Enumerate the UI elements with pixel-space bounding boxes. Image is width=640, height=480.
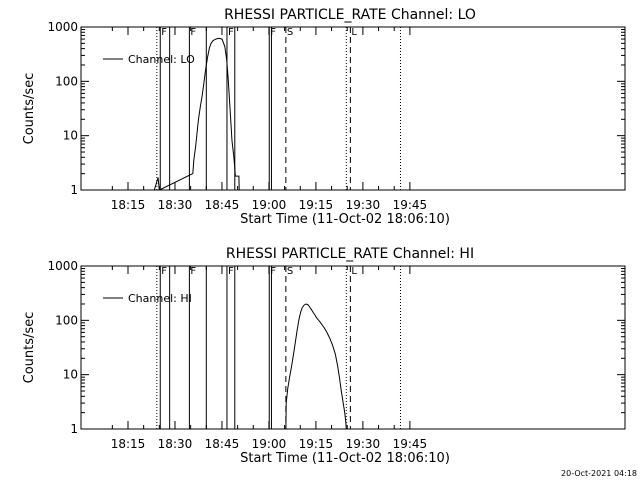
x-tick-label: 18:30 [158, 437, 193, 451]
x-tick-label: 19:30 [346, 198, 381, 212]
y-tick-label: 1 [70, 183, 78, 197]
legend-label: Channel: LO [128, 53, 195, 66]
y-tick-label: 100 [55, 74, 78, 88]
x-tick-label: 19:45 [393, 198, 428, 212]
chart-panel-hi: RHESSI PARTICLE_RATE Channel: HI 1 10 100 10… [22, 246, 626, 466]
legend-label: Channel: HI [128, 292, 192, 305]
x-tick-label: 19:30 [346, 437, 381, 451]
series-line [153, 37, 240, 191]
y-axis-label: Counts/sec [22, 312, 37, 384]
plot-frame [80, 26, 626, 191]
y-tick-label: 1000 [47, 259, 78, 273]
x-tick-label: 18:15 [111, 437, 146, 451]
event-line-label: F [270, 27, 276, 38]
x-axis-label: Start Time (11-Oct-02 18:06:10) [240, 212, 450, 227]
x-tick-label: 18:30 [158, 198, 193, 212]
event-line-label: L [351, 27, 357, 38]
event-line-label: F [161, 266, 167, 277]
y-tick-label: 1000 [47, 20, 78, 34]
event-line-label: S [287, 266, 293, 277]
x-tick-label: 19:00 [252, 198, 287, 212]
x-tick-label: 19:15 [299, 198, 334, 212]
timestamp-footer: 20-Oct-2021 04:18 [561, 469, 637, 478]
event-line-label: F [161, 27, 167, 38]
event-line-label: S [287, 27, 293, 38]
x-tick-label: 18:15 [111, 198, 146, 212]
x-tick-label: 18:45 [205, 437, 240, 451]
y-tick-label: 1 [70, 422, 78, 436]
x-tick-label: 19:15 [299, 437, 334, 451]
event-line-label: F [190, 266, 196, 277]
chart-title: RHESSI PARTICLE_RATE Channel: LO [224, 7, 476, 23]
y-tick-label: 10 [63, 129, 78, 143]
chart-title: RHESSI PARTICLE_RATE Channel: HI [226, 246, 474, 262]
event-line-label: F [270, 266, 276, 277]
x-tick-label: 19:00 [252, 437, 287, 451]
x-tick-label: 18:45 [205, 198, 240, 212]
series-line [285, 303, 347, 430]
event-line-label: F [228, 266, 234, 277]
y-axis-label: Counts/sec [22, 73, 37, 145]
event-line-label: L [351, 266, 357, 277]
x-axis-label: Start Time (11-Oct-02 18:06:10) [240, 451, 450, 466]
event-line-label: F [190, 27, 196, 38]
event-line-label: F [228, 27, 234, 38]
x-tick-label: 19:45 [393, 437, 428, 451]
chart-panel-lo: RHESSI PARTICLE_RATE Channel: LO 1 10 100 10… [22, 7, 626, 227]
y-tick-label: 10 [63, 368, 78, 382]
y-tick-label: 100 [55, 313, 78, 327]
plot-frame [80, 265, 626, 430]
